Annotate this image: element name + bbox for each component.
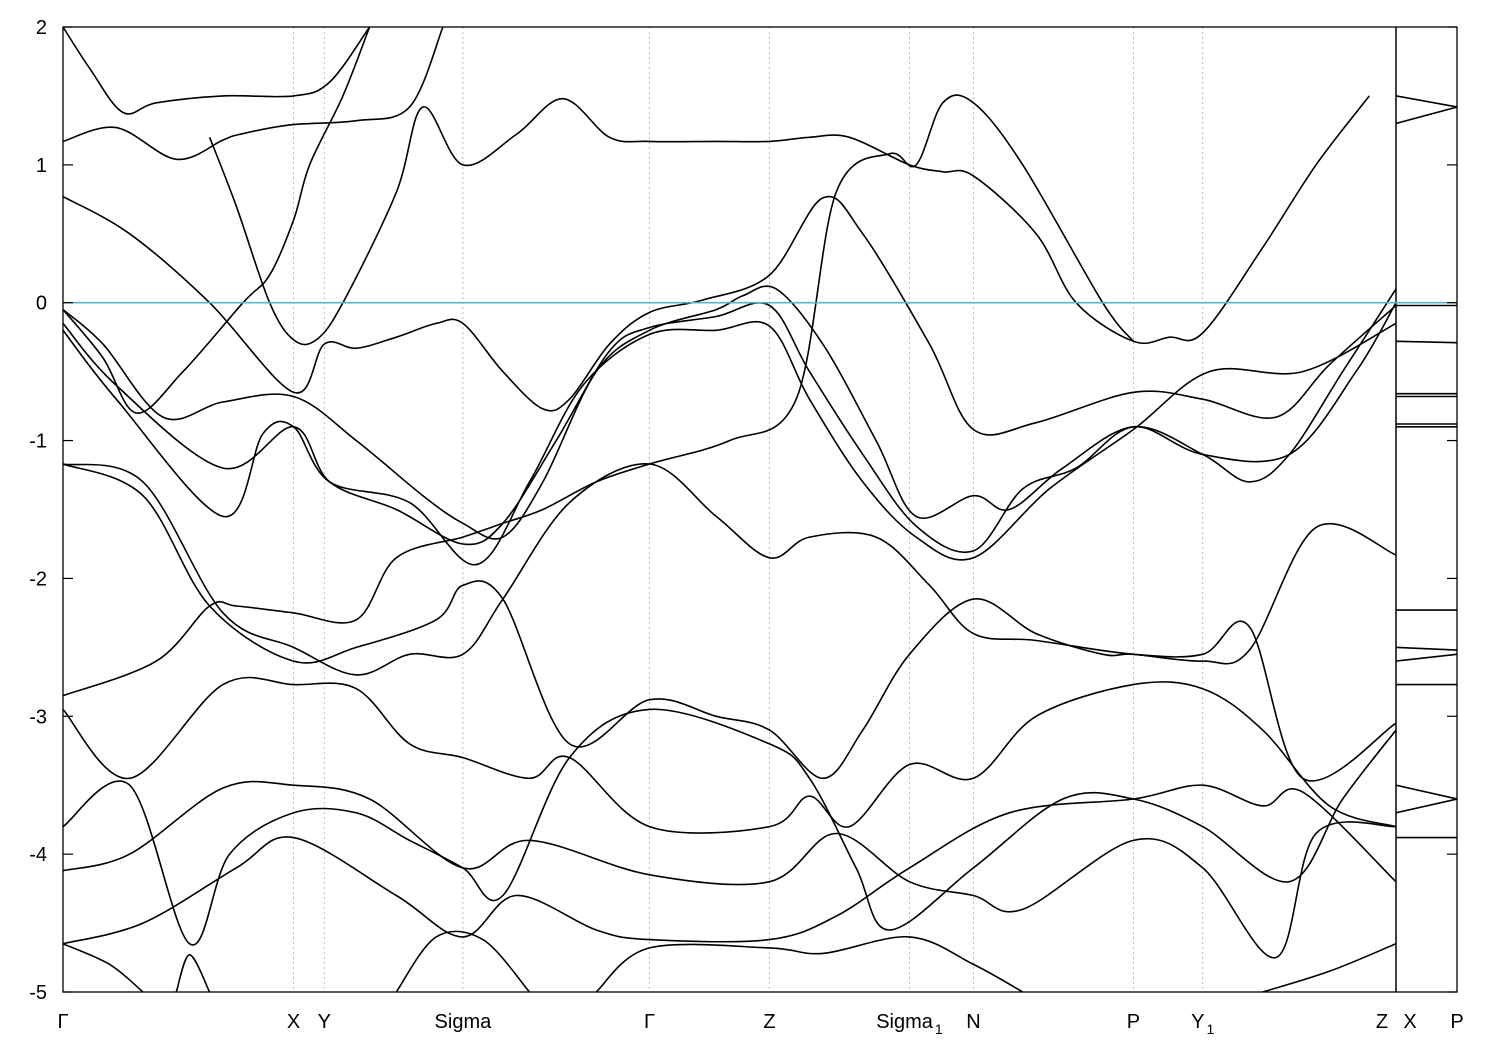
- band-line-19: [1262, 943, 1397, 992]
- band-line-30: [1395, 784, 1457, 800]
- band-line-3: [208, 95, 1370, 346]
- band-line-4: [63, 27, 371, 414]
- kpoint-label-0: Γ: [57, 1011, 68, 1033]
- x-axis-ticks: Γ X Y Sigma Γ Z Sigma 1 N P Y 1 Z X P: [57, 1011, 1463, 1037]
- kpoint-label-5: Z: [763, 1011, 775, 1033]
- kpoint-name-8: P: [1127, 1011, 1140, 1033]
- kpoint-name-1: X: [287, 1011, 300, 1033]
- band-line-5: [63, 285, 1397, 540]
- gridlines: [293, 27, 1397, 992]
- band-line-27: [1395, 646, 1457, 651]
- band-line-21: [1395, 340, 1457, 344]
- plot-frame: [62, 26, 1458, 993]
- band-line-15: [63, 943, 144, 992]
- kpoint-label-1: X: [287, 1011, 300, 1033]
- kpoint-name-6: Sigma: [876, 1011, 934, 1033]
- band-line-34: [1395, 106, 1457, 125]
- band-line-31: [1395, 798, 1457, 814]
- kpoint-sub-6: 1: [935, 1021, 943, 1037]
- ytick-label-4: -2: [29, 568, 47, 590]
- kpoint-label-8: P: [1127, 1011, 1140, 1033]
- band-line-12: [63, 708, 1397, 946]
- kpoint-label-2: Y: [318, 1011, 331, 1033]
- kpoint-name-2: Y: [318, 1011, 331, 1033]
- ytick-label-7: -5: [29, 982, 47, 1004]
- kpoint-name-7: N: [966, 1011, 980, 1033]
- kpoint-label-6: Sigma 1: [876, 1011, 943, 1037]
- kpoint-name-0: Γ: [57, 1011, 68, 1033]
- ytick-label-2: 0: [36, 293, 47, 315]
- kpoint-name-5: Z: [763, 1011, 775, 1033]
- kpoint-sub-9: 1: [1206, 1021, 1214, 1037]
- band-line-33: [1395, 95, 1457, 108]
- band-line-17: [395, 930, 531, 992]
- kpoint-name-11: X: [1403, 1011, 1416, 1033]
- ytick-label-5: -3: [29, 706, 47, 728]
- kpoint-label-3: Sigma: [435, 1011, 493, 1033]
- ytick-label-0: 2: [36, 17, 47, 39]
- band-line-2: [63, 195, 1397, 436]
- band-line-0: [63, 27, 371, 115]
- kpoint-label-10: Z: [1376, 1011, 1388, 1033]
- kpoint-name-3: Sigma: [435, 1011, 493, 1033]
- band-line-11: [63, 676, 1397, 834]
- kpoint-label-7: N: [966, 1011, 980, 1033]
- kpoint-label-4: Γ: [644, 1011, 655, 1033]
- band-lines: [63, 27, 1457, 992]
- band-line-16: [175, 954, 211, 992]
- kpoint-name-4: Γ: [644, 1011, 655, 1033]
- band-line-8: [63, 463, 1397, 780]
- band-line-28: [1395, 653, 1457, 662]
- ytick-label-3: -1: [29, 431, 47, 453]
- band-line-9: [63, 463, 1397, 782]
- band-line-18: [595, 936, 1024, 992]
- kpoint-name-9: Y: [1191, 1011, 1204, 1033]
- band-line-7: [63, 320, 1397, 566]
- ytick-label-1: 1: [36, 155, 47, 177]
- kpoint-label-11: X: [1403, 1011, 1416, 1033]
- band-line-10: [63, 94, 1135, 697]
- kpoint-name-12: P: [1450, 1011, 1463, 1033]
- band-line-14: [63, 784, 1397, 945]
- band-line-6: [63, 302, 1397, 554]
- kpoint-name-10: Z: [1376, 1011, 1388, 1033]
- ytick-label-6: -4: [29, 844, 47, 866]
- band-line-1: [63, 27, 444, 161]
- band-line-13: [63, 780, 1397, 959]
- kpoint-label-12: P: [1450, 1011, 1463, 1033]
- y-axis-ticks: 2 1 0 -1 -2 -3 -4 -5: [29, 17, 1457, 1004]
